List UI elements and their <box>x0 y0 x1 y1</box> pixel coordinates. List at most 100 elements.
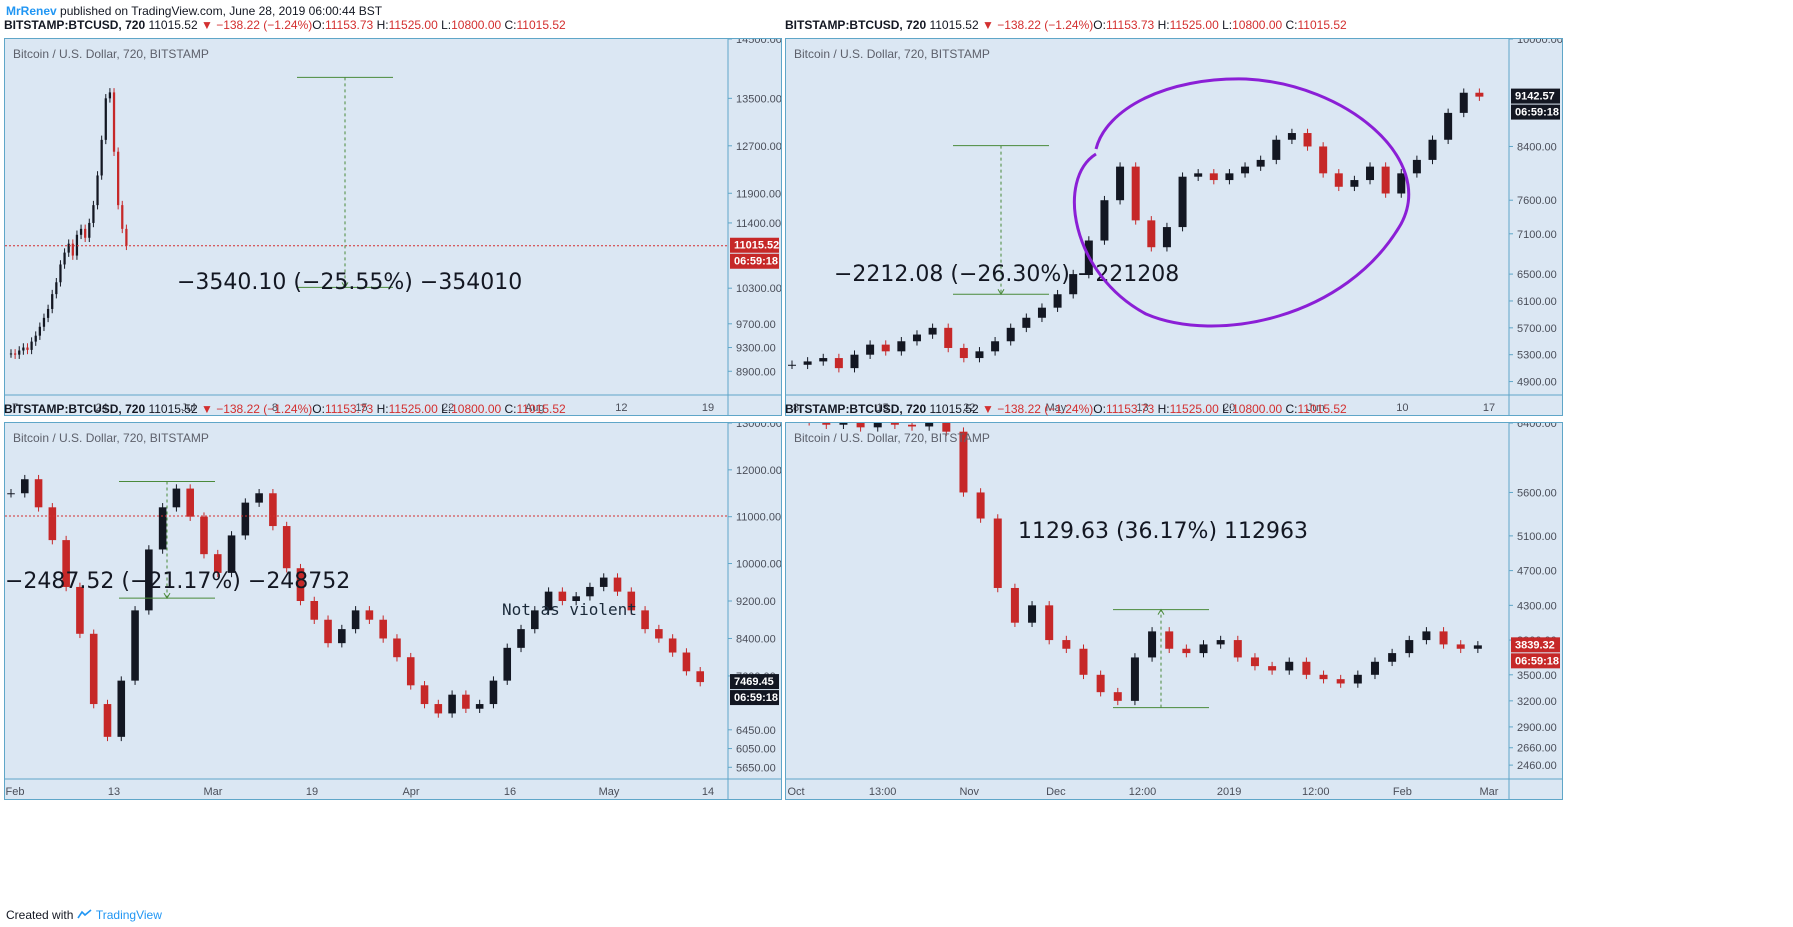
panel-header: BITSTAMP:BTCUSD, 720 11015.52 ▼ −138.22 … <box>785 402 1347 416</box>
candle-body <box>613 577 622 592</box>
candle-body <box>1079 648 1088 675</box>
candle-body <box>1412 159 1421 174</box>
author-link[interactable]: MrRenev <box>6 4 57 18</box>
candle-body <box>22 347 25 351</box>
y-tick-label: 3200.00 <box>1517 696 1557 708</box>
x-tick-label: Aug <box>525 402 545 414</box>
candle-body <box>448 694 456 714</box>
candle-body <box>26 347 29 350</box>
symbol-label: Bitcoin / U.S. Dollar, 720, BITSTAMP <box>794 47 990 61</box>
candle-body <box>20 479 29 494</box>
chart-svg: 6400.005600.005100.004700.004300.003900.… <box>786 423 1562 799</box>
change-value: −138.22 (−1.24%) <box>216 402 313 416</box>
low-label: L: <box>441 402 452 416</box>
measure-label: −2487.52 (−21.17%) −248752 <box>5 569 350 594</box>
candle-body <box>976 492 985 519</box>
candle-body <box>18 350 21 355</box>
candle-body <box>393 638 401 658</box>
measure-arrow-icon <box>163 592 171 600</box>
y-tick-label: 6400.00 <box>1517 423 1557 430</box>
chart-area[interactable]: 13000.00 12000.00 11000.00 10000.00 9200.00 8… <box>4 422 782 800</box>
close-label: C: <box>504 402 517 416</box>
candle-body <box>1319 146 1328 174</box>
tradingview-brand[interactable]: TradingView <box>77 908 162 922</box>
candle-body <box>100 139 103 176</box>
candle-body <box>434 704 443 714</box>
x-tick-label: Apr <box>402 786 419 798</box>
low-value: 10800.00 <box>1232 402 1283 416</box>
candle-body <box>365 610 374 620</box>
candle-body <box>30 341 33 350</box>
y-tick-label: 11000.00 <box>736 512 781 524</box>
y-tick-label: 2460.00 <box>1517 760 1557 772</box>
highlight-ellipse <box>1072 77 1411 328</box>
candle-body <box>1069 274 1078 295</box>
candle-body <box>42 317 46 327</box>
candle-body <box>1233 640 1242 658</box>
candle-body <box>48 507 57 541</box>
symbol-text: BITSTAMP:BTCUSD, 720 <box>785 18 927 32</box>
x-tick-label: 13 <box>1136 402 1148 414</box>
chart-area[interactable]: 10000.00 8400.00 7600.00 7100.00 6500.00 6100… <box>785 38 1563 416</box>
open-value: 11153.73 <box>1105 402 1155 416</box>
candle-body <box>925 423 934 427</box>
candle-body <box>125 228 128 246</box>
candle-body <box>1148 631 1157 658</box>
candle-body <box>1096 674 1105 693</box>
timer-tag: 06:59:18 <box>1515 107 1559 119</box>
close-label: C: <box>504 18 517 32</box>
candle-body <box>1428 139 1437 160</box>
y-tick-label: 14500.00 <box>736 39 782 46</box>
y-tick-label: 10300.00 <box>736 283 782 295</box>
candle-body <box>1250 657 1259 667</box>
candle-body <box>1165 631 1174 649</box>
candle-body <box>1256 159 1265 167</box>
high-label: H: <box>1157 18 1170 32</box>
y-tick-label: 11400.00 <box>736 218 781 230</box>
candle-body <box>503 647 512 681</box>
candle-body <box>1319 674 1328 680</box>
candle-body <box>1366 166 1375 181</box>
candle-body <box>145 549 153 611</box>
candle-body <box>822 423 831 425</box>
chart-area[interactable]: 14500.00 13500.00 12700.00 11900.00 11400.00… <box>4 38 782 416</box>
chart-svg: 13000.00 12000.00 11000.00 10000.00 9200.00 8… <box>5 423 781 799</box>
x-tick-label: 16 <box>504 786 516 798</box>
x-tick-label: 2019 <box>1217 786 1241 798</box>
candle-body <box>991 341 1000 352</box>
candle-body <box>67 243 70 253</box>
high-label: H: <box>376 18 389 32</box>
candle-body <box>324 619 332 644</box>
chart-area[interactable]: 6400.005600.005100.004700.004300.003900.… <box>785 422 1563 800</box>
candle-body <box>1010 587 1019 623</box>
open-value: 11153.73 <box>324 402 374 416</box>
x-tick-label: 8 <box>793 402 799 414</box>
last-price: 11015.52 <box>929 18 979 32</box>
candle-body <box>379 619 387 639</box>
x-tick-label: 17 <box>1483 402 1495 414</box>
low-value: 10800.00 <box>451 18 502 32</box>
candle-body <box>117 151 120 206</box>
candle-body <box>1225 173 1234 181</box>
y-tick-label: 8400.00 <box>1517 141 1557 153</box>
y-tick-label: 5600.00 <box>1517 487 1557 499</box>
timer-tag-bg <box>1511 653 1560 669</box>
candle-body <box>975 351 984 359</box>
x-tick-label: 15 <box>355 402 367 414</box>
candle-body <box>959 431 968 493</box>
candle-body <box>668 638 677 653</box>
y-tick-label: 9700.00 <box>736 319 776 331</box>
price-tag: 3839.32 <box>1515 639 1555 651</box>
symbol-text: BITSTAMP:BTCUSD, 720 <box>785 402 927 416</box>
candle-body <box>1182 648 1191 654</box>
candle-body <box>1350 180 1359 187</box>
change-value: −138.22 (−1.24%) <box>997 402 1094 416</box>
timer-tag: 06:59:18 <box>734 692 778 704</box>
candle-body <box>641 610 649 630</box>
x-tick-label: 8 <box>272 402 278 414</box>
y-tick-label: 9300.00 <box>736 343 776 355</box>
candle-body <box>172 488 181 508</box>
y-tick-label: 8400.00 <box>736 633 776 645</box>
chart-svg: 10000.00 8400.00 7600.00 7100.00 6500.00 6100… <box>786 39 1562 415</box>
candle-body <box>1037 307 1046 318</box>
